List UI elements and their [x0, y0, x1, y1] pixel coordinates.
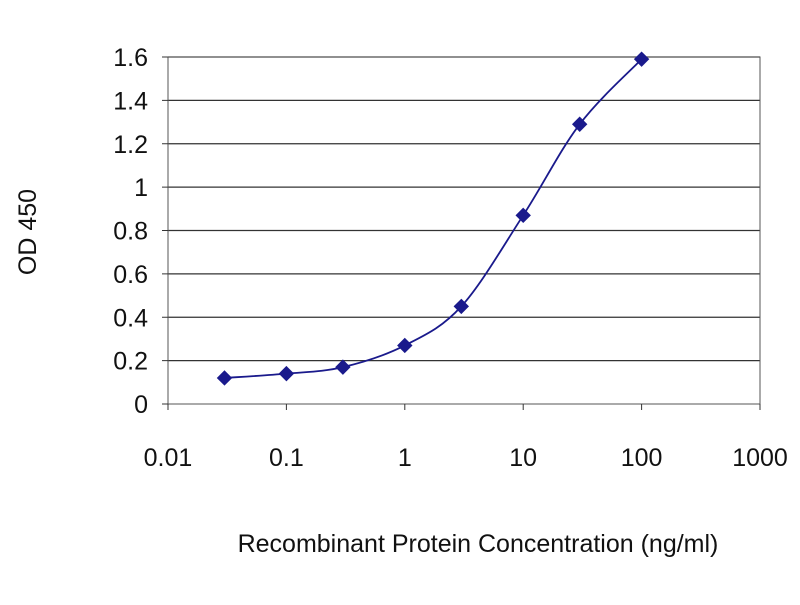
- y-tick-label: 0: [134, 391, 148, 419]
- axes: 0 0.2 0.4 0.6 0.8 1 1.2 1.4 1.6 0.01 0.1 1 10 100 1000: [113, 44, 788, 472]
- data-point-3: [397, 337, 413, 354]
- y-tick-label: 0.4: [113, 304, 148, 332]
- x-tick-label: 1000: [732, 444, 788, 472]
- data-point-1: [278, 365, 295, 382]
- y-tick-label: 1.6: [113, 44, 148, 72]
- data-point-6: [571, 116, 588, 132]
- data-point-0: [216, 370, 233, 386]
- data-point-2: [335, 359, 351, 375]
- series-line-0: [224, 58, 643, 379]
- y-tick-label: 0.2: [113, 348, 148, 376]
- y-tick-label: 0.6: [113, 261, 148, 289]
- x-axis-title: Recombinant Protein Concentration (ng/ml…: [238, 530, 719, 558]
- x-tick-label: 0.01: [144, 444, 193, 472]
- x-tick-label: 100: [621, 444, 663, 472]
- data-point-5: [515, 207, 531, 224]
- data-point-4: [453, 298, 469, 315]
- y-tick-label: 1: [134, 174, 148, 202]
- series-group: [216, 51, 650, 386]
- x-tick-label: 1: [398, 444, 412, 472]
- y-tick-label: 1.2: [113, 131, 148, 159]
- gridlines: [168, 56, 760, 362]
- x-tick-label: 10: [509, 444, 537, 472]
- x-tick-label: 0.1: [269, 444, 304, 472]
- data-point-7: [633, 51, 650, 67]
- y-tick-label: 1.4: [113, 87, 148, 115]
- y-axis-title: OD 450: [14, 189, 42, 275]
- y-tick-label: 0.8: [113, 218, 148, 246]
